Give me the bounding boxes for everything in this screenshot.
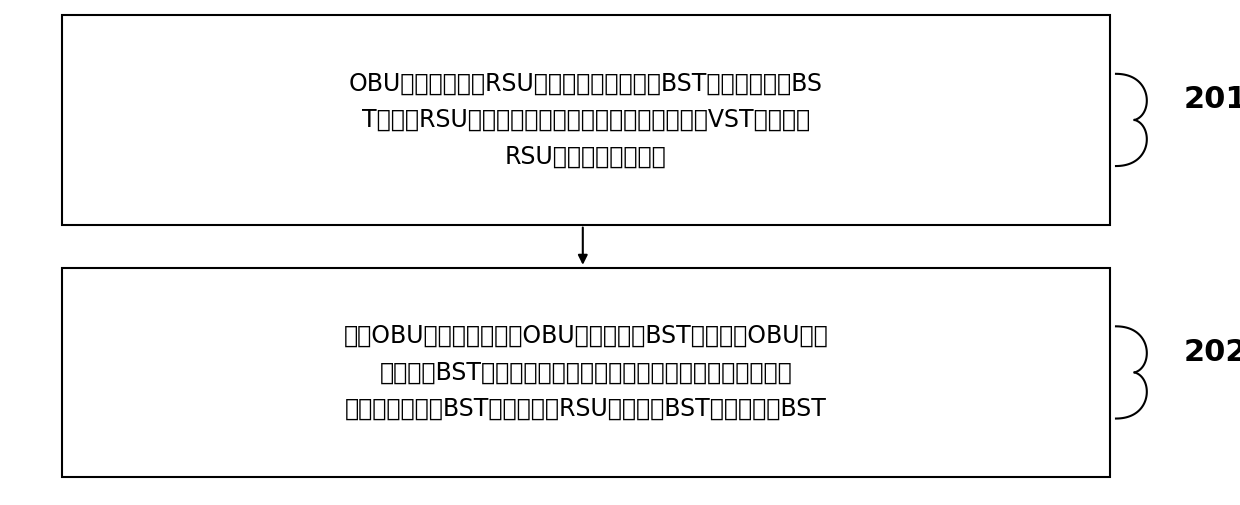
Text: 201: 201 bbox=[1183, 85, 1240, 114]
Text: 设置OBU为交易状态，当OBU再次接收到BST信号时，OBU校验
接收到的BST的信道号字段标识，若信道号字段标识一致，则确
定再次接收到的BST信号为所述RS: 设置OBU为交易状态，当OBU再次接收到BST信号时，OBU校验 接收到的BST… bbox=[343, 324, 828, 421]
Bar bbox=[62, 15, 1110, 225]
Text: OBU接收路侧单元RSU发送来的信标服务表BST信号，记录该BS
T中所述RSU的信道号字段标识，并返回车辆服务表VST，与所述
RSU之间建立通信链路: OBU接收路侧单元RSU发送来的信标服务表BST信号，记录该BS T中所述RSU… bbox=[348, 72, 823, 168]
Bar bbox=[62, 268, 1110, 477]
Text: 202: 202 bbox=[1183, 338, 1240, 367]
